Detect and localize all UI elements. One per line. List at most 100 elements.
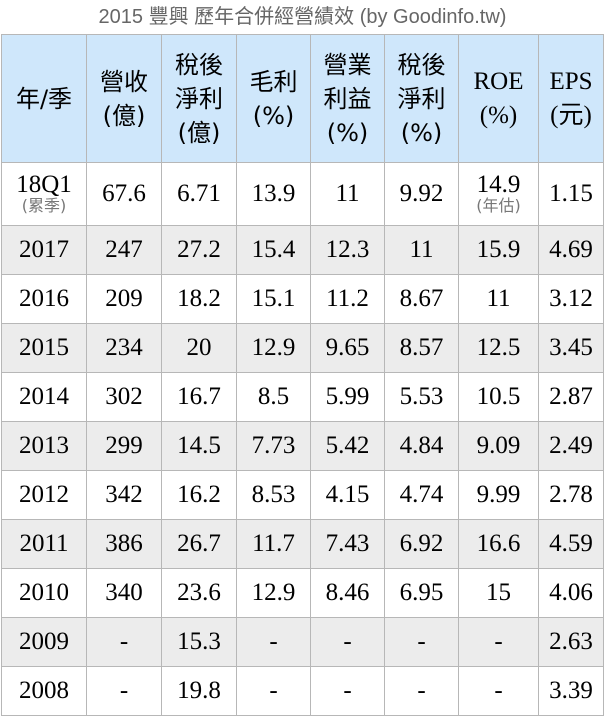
cell-gross-margin: 11.7 (236, 519, 311, 569)
header-line: EPS (549, 67, 593, 95)
cell-eps: 3.39 (538, 666, 604, 716)
table-row: 18Q1 (累季) 67.6 6.71 13.9 11 9.92 14.9 (年… (1, 162, 604, 226)
cell-eps: 3.45 (538, 323, 604, 373)
header-line: 淨利 (175, 84, 223, 113)
cell-net-margin: - (384, 617, 459, 667)
cell-period: 2009 (1, 617, 87, 667)
cell-revenue: 302 (86, 372, 162, 422)
header-net-margin: 稅後 淨利 (%) (384, 34, 459, 163)
cell-net-margin: 8.67 (384, 274, 459, 324)
cell-roe: 9.09 (458, 421, 539, 471)
cell-operating-margin: 12.3 (310, 225, 385, 275)
cell-net-income: 27.2 (161, 225, 237, 275)
cell-net-margin: 4.84 (384, 421, 459, 471)
cell-gross-margin: 13.9 (236, 162, 311, 226)
cell-roe: 15 (458, 568, 539, 618)
cell-operating-margin: - (310, 617, 385, 667)
cell-period: 2013 (1, 421, 87, 471)
cell-eps: 4.59 (538, 519, 604, 569)
cell-revenue: - (86, 666, 162, 716)
cell-net-margin: 5.53 (384, 372, 459, 422)
cell-roe: 10.5 (458, 372, 539, 422)
cell-net-margin: 11 (384, 225, 459, 275)
cell-roe: 11 (458, 274, 539, 324)
cell-operating-margin: - (310, 666, 385, 716)
header-roe: ROE (%) (458, 34, 539, 163)
period-value: 18Q1 (16, 171, 72, 198)
cell-revenue: 340 (86, 568, 162, 618)
cell-net-income: 18.2 (161, 274, 237, 324)
cell-period: 2011 (1, 519, 87, 569)
cell-net-margin: 9.92 (384, 162, 459, 226)
header-line: ROE (473, 67, 524, 95)
cell-revenue: 342 (86, 470, 162, 520)
cell-operating-margin: 7.43 (310, 519, 385, 569)
cell-gross-margin: 7.73 (236, 421, 311, 471)
cell-period: 2015 (1, 323, 87, 373)
cell-period: 2016 (1, 274, 87, 324)
header-line: (%) (326, 118, 369, 147)
cell-gross-margin: 15.1 (236, 274, 311, 324)
cell-operating-margin: 5.99 (310, 372, 385, 422)
cell-period: 2012 (1, 470, 87, 520)
cell-net-income: 16.7 (161, 372, 237, 422)
header-line: (%) (479, 101, 518, 129)
cell-eps: 2.87 (538, 372, 604, 422)
cell-operating-margin: 11 (310, 162, 385, 226)
table-row: 2015 234 20 12.9 9.65 8.57 12.5 3.45 (1, 323, 604, 373)
cell-revenue: - (86, 617, 162, 667)
cell-roe: - (458, 617, 539, 667)
cell-operating-margin: 9.65 (310, 323, 385, 373)
cell-net-margin: 6.92 (384, 519, 459, 569)
table-row: 2011 386 26.7 11.7 7.43 6.92 16.6 4.59 (1, 519, 604, 569)
cell-roe: 14.9 (年估) (458, 162, 539, 226)
header-line: 營收 (100, 67, 148, 96)
table-row: 2008 - 19.8 - - - - 3.39 (1, 666, 604, 716)
cell-revenue: 386 (86, 519, 162, 569)
roe-value: 14.9 (476, 171, 521, 198)
table-row: 2012 342 16.2 8.53 4.15 4.74 9.99 2.78 (1, 470, 604, 520)
cell-gross-margin: 8.5 (236, 372, 311, 422)
cell-eps: 4.06 (538, 568, 604, 618)
cell-operating-margin: 11.2 (310, 274, 385, 324)
header-eps: EPS (元) (538, 34, 604, 163)
header-line: (億) (102, 101, 146, 130)
cell-net-income: 19.8 (161, 666, 237, 716)
table-row: 2009 - 15.3 - - - - 2.63 (1, 617, 604, 667)
cell-net-income: 14.5 (161, 421, 237, 471)
cell-roe: 15.9 (458, 225, 539, 275)
header-line: (%) (252, 101, 295, 130)
cell-operating-margin: 4.15 (310, 470, 385, 520)
cell-net-income: 16.2 (161, 470, 237, 520)
cell-net-margin: 4.74 (384, 470, 459, 520)
cell-eps: 2.49 (538, 421, 604, 471)
table-row: 2010 340 23.6 12.9 8.46 6.95 15 4.06 (1, 568, 604, 618)
header-line: 毛利 (249, 67, 298, 96)
cell-gross-margin: 8.53 (236, 470, 311, 520)
roe-note: (年估) (476, 196, 521, 215)
cell-gross-margin: - (236, 666, 311, 716)
header-net-income: 稅後 淨利 (億) (161, 34, 237, 163)
cell-gross-margin: 12.9 (236, 323, 311, 373)
header-gross-margin: 毛利 (%) (236, 34, 311, 163)
header-line: 營業 (323, 50, 372, 79)
cell-gross-margin: - (236, 617, 311, 667)
cell-net-margin: 8.57 (384, 323, 459, 373)
header-line: 稅後 (397, 50, 446, 79)
header-line: 利益 (323, 84, 372, 113)
cell-net-margin: - (384, 666, 459, 716)
cell-period: 2010 (1, 568, 87, 618)
cell-eps: 3.12 (538, 274, 604, 324)
header-line: 淨利 (397, 84, 446, 113)
cell-revenue: 299 (86, 421, 162, 471)
cell-revenue: 247 (86, 225, 162, 275)
header-line: 稅後 (175, 50, 223, 79)
table-row: 2016 209 18.2 15.1 11.2 8.67 11 3.12 (1, 274, 604, 324)
header-line: (億) (177, 118, 221, 147)
cell-period: 2017 (1, 225, 87, 275)
header-line: (元) (550, 101, 592, 129)
cell-roe: 9.99 (458, 470, 539, 520)
period-note: (累季) (21, 196, 67, 215)
cell-net-income: 20 (161, 323, 237, 373)
